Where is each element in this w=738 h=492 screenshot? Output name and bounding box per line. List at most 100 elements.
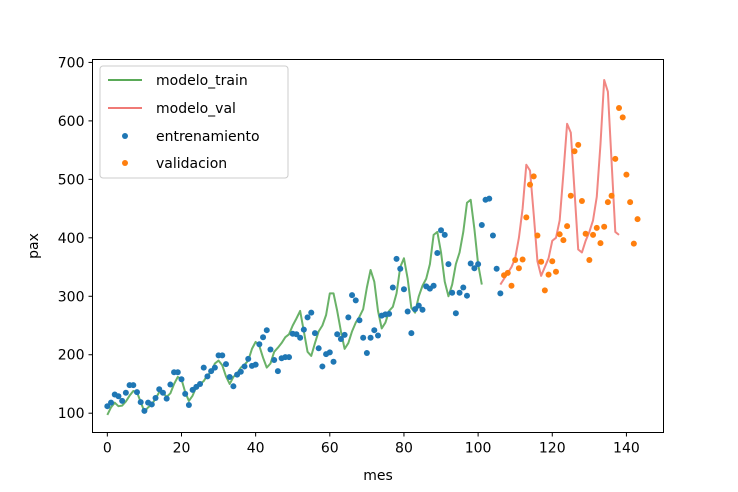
point-entrenamiento	[211, 364, 218, 371]
point-entrenamiento	[363, 349, 370, 356]
point-validacion	[515, 265, 522, 272]
legend-label-entrenamiento: entrenamiento	[156, 129, 260, 145]
y-tick-label: 100	[58, 406, 85, 422]
point-validacion	[597, 240, 604, 247]
point-validacion	[604, 199, 611, 206]
y-axis-title: pax	[26, 233, 42, 259]
point-entrenamiento	[241, 363, 248, 370]
point-entrenamiento	[334, 331, 341, 338]
point-validacion	[556, 231, 563, 238]
point-entrenamiento	[471, 265, 478, 272]
point-entrenamiento	[159, 389, 166, 396]
series-line-modelo-val	[499, 78, 620, 286]
point-entrenamiento	[252, 361, 259, 368]
point-validacion	[530, 173, 537, 180]
point-entrenamiento	[393, 255, 400, 262]
point-validacion	[586, 257, 593, 264]
point-entrenamiento	[445, 261, 452, 268]
point-entrenamiento	[415, 302, 422, 309]
series-line-modelo-train	[106, 198, 483, 416]
point-entrenamiento	[304, 314, 311, 321]
legend-marker-validacion	[122, 160, 128, 166]
point-entrenamiento	[200, 364, 207, 371]
y-tick-label: 700	[58, 55, 85, 71]
y-tick-label: 300	[58, 289, 85, 305]
point-entrenamiento	[400, 286, 407, 293]
point-validacion	[623, 171, 630, 178]
point-entrenamiento	[315, 345, 322, 352]
point-entrenamiento	[219, 352, 226, 359]
point-entrenamiento	[108, 399, 115, 406]
point-entrenamiento	[486, 195, 493, 202]
point-validacion	[508, 282, 515, 289]
point-entrenamiento	[352, 297, 359, 304]
point-entrenamiento	[341, 331, 348, 338]
point-validacion	[612, 155, 619, 162]
point-entrenamiento	[467, 260, 474, 267]
point-validacion	[549, 258, 556, 265]
point-entrenamiento	[197, 380, 204, 387]
point-entrenamiento	[115, 393, 122, 400]
legend-label-modelo-train: modelo_train	[156, 73, 248, 89]
point-validacion	[608, 192, 615, 199]
point-entrenamiento	[452, 310, 459, 317]
y-tick-label: 600	[58, 114, 85, 130]
point-validacion	[541, 287, 548, 294]
point-validacion	[504, 269, 511, 276]
point-entrenamiento	[386, 310, 393, 317]
point-entrenamiento	[438, 227, 445, 234]
x-tick-label: 80	[395, 441, 413, 457]
point-validacion	[545, 271, 552, 278]
point-entrenamiento	[375, 332, 381, 339]
point-entrenamiento	[326, 349, 333, 356]
point-entrenamiento	[122, 389, 129, 396]
point-validacion	[627, 199, 634, 206]
point-entrenamiento	[456, 289, 463, 296]
point-validacion	[527, 181, 534, 188]
point-entrenamiento	[130, 382, 137, 389]
point-validacion	[619, 114, 626, 121]
point-validacion	[519, 256, 526, 263]
point-entrenamiento	[256, 341, 263, 348]
x-tick-label: 60	[321, 441, 339, 457]
point-entrenamiento	[185, 402, 192, 409]
point-validacion	[567, 192, 574, 199]
point-entrenamiento	[419, 306, 426, 313]
point-entrenamiento	[311, 330, 318, 337]
point-entrenamiento	[230, 383, 237, 390]
point-entrenamiento	[245, 355, 252, 362]
point-entrenamiento	[260, 334, 267, 341]
point-validacion	[534, 232, 541, 239]
point-entrenamiento	[356, 317, 363, 324]
point-entrenamiento	[137, 399, 144, 406]
point-entrenamiento	[497, 290, 504, 297]
point-entrenamiento	[174, 369, 181, 376]
y-tick-label: 400	[58, 231, 85, 247]
point-entrenamiento	[308, 309, 315, 316]
legend: modelo_train modelo_val entrenamiento va…	[99, 65, 289, 179]
point-entrenamiento	[404, 308, 411, 315]
point-entrenamiento	[222, 361, 229, 368]
point-entrenamiento	[297, 334, 304, 341]
point-entrenamiento	[397, 265, 404, 272]
point-entrenamiento	[389, 284, 396, 291]
point-entrenamiento	[226, 373, 233, 380]
legend-label-validacion: validacion	[156, 156, 227, 172]
point-entrenamiento	[408, 330, 415, 337]
point-validacion	[593, 224, 600, 231]
x-tick-label: 0	[103, 441, 112, 457]
point-validacion	[590, 231, 597, 238]
point-validacion	[571, 148, 578, 155]
x-tick-label: 120	[539, 441, 566, 457]
point-validacion	[578, 197, 585, 204]
point-entrenamiento	[267, 346, 274, 353]
point-entrenamiento	[345, 314, 352, 321]
point-entrenamiento	[237, 368, 244, 375]
legend-marker-entrenamiento	[122, 133, 128, 139]
point-validacion	[630, 240, 637, 247]
point-entrenamiento	[449, 289, 456, 296]
point-entrenamiento	[441, 231, 448, 238]
y-tick-label: 500	[58, 172, 85, 188]
point-entrenamiento	[204, 373, 211, 380]
